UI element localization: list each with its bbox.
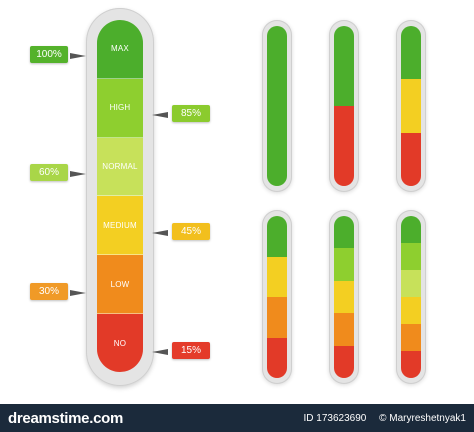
mini-scale-6 xyxy=(401,216,421,378)
mini-scale-6-orange xyxy=(401,324,421,351)
level-low: LOW xyxy=(97,255,143,315)
mini-scale-2-green xyxy=(334,26,354,106)
callout-30-pointer xyxy=(70,290,86,296)
author-credit: © Maryreshetnyak1 xyxy=(379,413,466,424)
mini-scale-4 xyxy=(267,216,287,378)
callout-100-percent: 100% xyxy=(30,46,68,63)
callout-15-percent: 15% xyxy=(172,342,210,359)
level-no: NO xyxy=(97,314,143,372)
level-low-label: LOW xyxy=(110,279,130,289)
mini-scale-6-red xyxy=(401,351,421,378)
dreamstime-logo: dreamstime.com xyxy=(8,410,124,427)
mini-scale-6-green xyxy=(401,216,421,243)
mini-scale-6-light-green xyxy=(401,243,421,270)
mini-scale-6-yellow xyxy=(401,297,421,324)
mini-scale-5-green xyxy=(334,216,354,249)
mini-scale-4-orange xyxy=(267,297,287,338)
callout-15-pointer xyxy=(152,349,168,355)
callout-60-pointer xyxy=(70,171,86,177)
illustration-canvas: MAX HIGH NORMAL MEDIUM LOW NO 100% 60% 3… xyxy=(30,8,426,386)
mini-scale-5-red xyxy=(334,345,354,378)
level-high: HIGH xyxy=(97,78,143,138)
mini-scale-5-light-green xyxy=(334,248,354,281)
mini-scale-2-red xyxy=(334,106,354,186)
level-no-label: NO xyxy=(113,338,127,348)
mini-scale-5 xyxy=(334,216,354,378)
mini-scale-4-green xyxy=(267,216,287,257)
mini-scale-5-yellow xyxy=(334,280,354,314)
mini-scale-1 xyxy=(267,26,287,186)
image-id-text: ID 173623690 xyxy=(303,413,367,424)
callout-85-percent: 85% xyxy=(172,105,210,122)
stock-footer-bar: dreamstime.com ID 173623690 © Maryreshet… xyxy=(0,404,474,432)
mini-scale-5-orange xyxy=(334,313,354,346)
mini-scale-3-yellow xyxy=(401,79,421,133)
level-medium-label: MEDIUM xyxy=(103,220,137,230)
callout-45-percent: 45% xyxy=(172,223,210,240)
mini-scale-3-red xyxy=(401,132,421,186)
footer-meta: ID 173623690 © Maryreshetnyak1 xyxy=(294,413,466,424)
callout-85-pointer xyxy=(152,112,168,118)
level-medium: MEDIUM xyxy=(97,196,143,256)
callout-100-pointer xyxy=(70,53,86,59)
level-max: MAX xyxy=(97,20,143,79)
mini-scale-3 xyxy=(401,26,421,186)
mini-scale-4-red xyxy=(267,337,287,378)
main-scale-tube: MAX HIGH NORMAL MEDIUM LOW NO xyxy=(97,20,143,372)
level-normal: NORMAL xyxy=(97,137,143,197)
callout-60-percent: 60% xyxy=(30,164,68,181)
mini-scale-4-yellow xyxy=(267,256,287,297)
mini-scale-2 xyxy=(334,26,354,186)
mini-scale-1-green xyxy=(267,26,287,186)
callout-30-percent: 30% xyxy=(30,283,68,300)
mini-scale-3-green xyxy=(401,26,421,80)
mini-scale-6-lime xyxy=(401,270,421,297)
level-normal-label: NORMAL xyxy=(102,162,138,172)
level-high-label: HIGH xyxy=(109,103,131,113)
callout-45-pointer xyxy=(152,230,168,236)
level-max-label: MAX xyxy=(111,44,129,54)
